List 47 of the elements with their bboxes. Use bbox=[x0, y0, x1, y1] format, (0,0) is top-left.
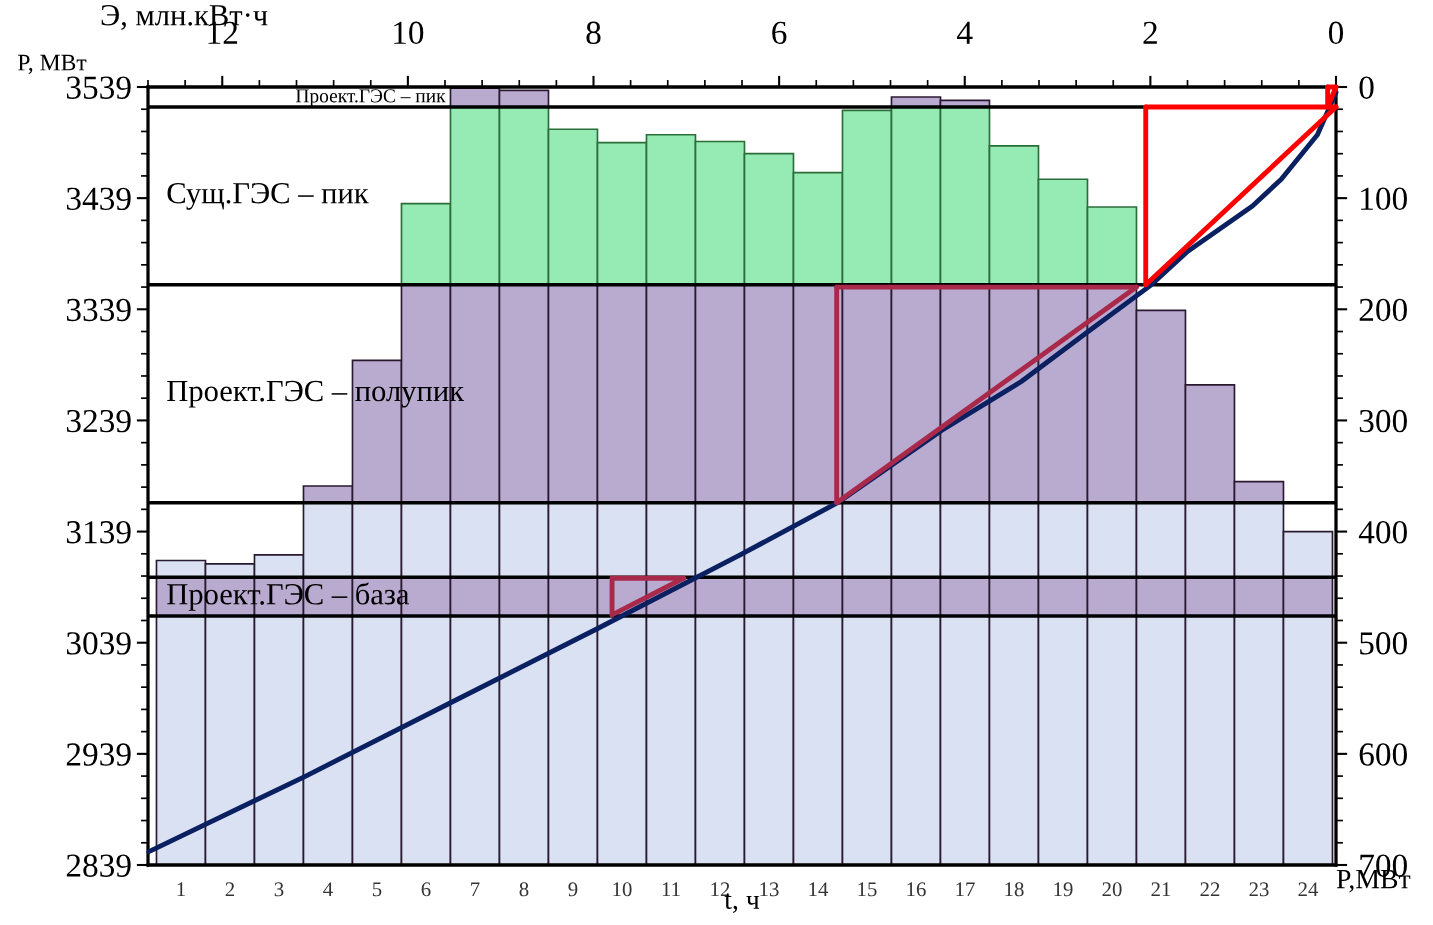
x-tick-label: 0 bbox=[1328, 21, 1344, 45]
x-tick-label: 2 bbox=[1143, 21, 1157, 44]
x-tick-label: 10 bbox=[613, 882, 632, 897]
x-tick-label: 6 bbox=[421, 882, 431, 897]
y-tick-label: 400 bbox=[1358, 520, 1407, 544]
x-tick-label: 16 bbox=[907, 882, 926, 897]
x-tick-label: 11 bbox=[662, 882, 680, 897]
x-tick-label: 21 bbox=[1151, 882, 1171, 897]
y-tick-label: 0 bbox=[1359, 76, 1374, 99]
y-tick-label: 3139 bbox=[66, 521, 131, 544]
y-tick-label: 3339 bbox=[66, 298, 131, 322]
y-tick-label: 2839 bbox=[66, 854, 131, 877]
y-tick-label: 500 bbox=[1360, 632, 1407, 655]
x-tick-label: 14 bbox=[809, 882, 829, 897]
x-tick-label: 17 bbox=[956, 882, 975, 897]
x-tick-label: 6 bbox=[772, 21, 787, 45]
x-tick-label: 13 bbox=[760, 882, 779, 897]
y-tick-label: 100 bbox=[1361, 187, 1407, 211]
x-tick-label: 15 bbox=[858, 882, 877, 897]
y-tick-label: 2939 bbox=[66, 743, 131, 766]
series-label: Проект.ГЭС – пик bbox=[295, 89, 446, 107]
y-tick-label: 3539 bbox=[66, 76, 131, 99]
x-tick-label: 4 bbox=[323, 882, 333, 897]
y-tick-label: 3039 bbox=[66, 632, 131, 655]
y-tick-label: 3439 bbox=[66, 187, 131, 211]
x-tick-label: 20 bbox=[1102, 882, 1122, 897]
x-tick-label: 2 bbox=[225, 882, 235, 897]
series-label: Сущ.ГЭС – пик bbox=[167, 182, 369, 210]
x-tick-label: 4 bbox=[957, 21, 973, 44]
x-tick-label: 8 bbox=[586, 21, 601, 45]
x-tick-label: 7 bbox=[471, 882, 480, 897]
y-tick-label: 3239 bbox=[66, 409, 131, 433]
y-tick-label: 300 bbox=[1359, 409, 1407, 433]
x-tick-label: 3 bbox=[274, 882, 284, 897]
x-tick-label: 5 bbox=[372, 882, 382, 897]
x-tick-label: 1 bbox=[177, 882, 185, 897]
x-tick-label: 19 bbox=[1054, 882, 1073, 897]
x-tick-label: 8 bbox=[519, 882, 529, 897]
x-tick-label: 18 bbox=[1005, 882, 1024, 897]
x-tick-label: 10 bbox=[394, 21, 424, 45]
y-tick-label: 600 bbox=[1359, 743, 1407, 766]
x-tick-label: 23 bbox=[1249, 882, 1269, 897]
x-tick-label: 24 bbox=[1298, 882, 1319, 897]
y-tick-label: 200 bbox=[1359, 298, 1407, 322]
x-tick-label: 9 bbox=[568, 882, 578, 897]
x-tick-label: 22 bbox=[1200, 882, 1220, 897]
y-axis-title: P, МВт bbox=[18, 54, 87, 74]
